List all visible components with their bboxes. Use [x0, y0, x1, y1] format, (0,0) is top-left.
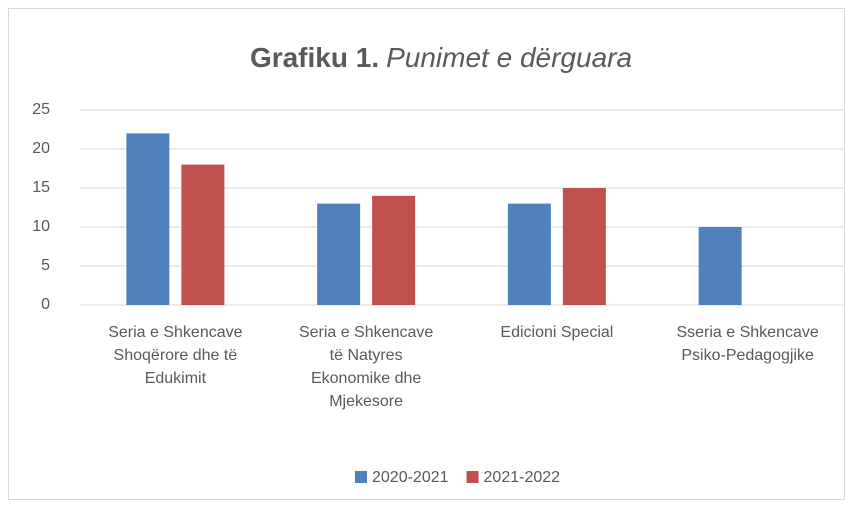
title-text: Punimet e dërguara — [386, 42, 632, 73]
chart-title: Grafiku 1. Punimet e dërguara — [250, 42, 632, 73]
legend-label: 2020-2021 — [372, 469, 449, 486]
y-tick-label: 10 — [32, 218, 50, 235]
bar — [562, 188, 606, 305]
bar — [372, 195, 416, 305]
x-tick-label: Seria e Shkencave — [299, 324, 433, 341]
y-tick-label: 20 — [32, 140, 50, 157]
y-tick-label: 0 — [41, 296, 50, 313]
x-tick-label: Seria e Shkencave — [108, 324, 242, 341]
bar — [507, 203, 551, 305]
x-tick-label: të Natyres — [330, 347, 403, 364]
x-tick-label: Mjekesore — [329, 393, 403, 410]
bar — [698, 227, 742, 305]
bar — [126, 133, 170, 305]
bar — [317, 203, 361, 305]
x-tick-label: Edukimit — [145, 370, 207, 387]
legend-swatch — [355, 471, 367, 483]
x-tick-label: Shoqërore dhe të — [114, 347, 238, 364]
x-tick-label: Ekonomike dhe — [311, 370, 421, 387]
x-tick-label: Sseria e Shkencave — [676, 324, 818, 341]
legend-label: 2021-2022 — [484, 469, 561, 486]
y-tick-label: 15 — [32, 179, 50, 196]
legend-swatch — [466, 471, 479, 483]
bar — [181, 164, 225, 305]
x-tick-label: Psiko-Pedagogjike — [681, 347, 814, 364]
title-label: Grafiku 1. — [250, 42, 379, 73]
y-tick-label: 5 — [41, 257, 50, 274]
x-tick-label: Edicioni Special — [500, 324, 613, 341]
y-tick-label: 25 — [32, 101, 50, 118]
